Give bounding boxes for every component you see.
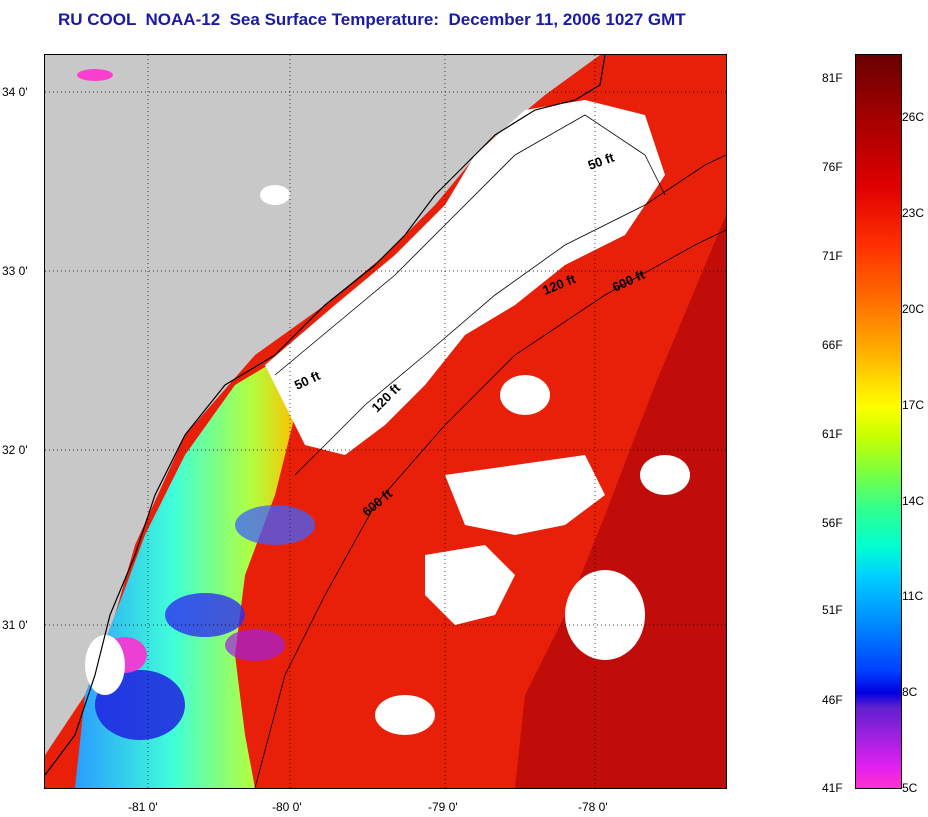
colorbar-c-20: 20C (902, 302, 925, 316)
colorbar-f-71: 71F (822, 249, 843, 263)
lat-label-33: 33 0' (2, 264, 28, 278)
lon-label-80: -80 0' (272, 800, 302, 814)
colorbar-c-23: 23C (902, 206, 925, 220)
temperature-colorbar (855, 54, 902, 789)
contour-50ft (274, 114, 666, 376)
lon-label-81: -81 0' (128, 800, 158, 814)
coastline (45, 55, 606, 776)
colorbar-c-5: 5C (902, 781, 918, 795)
lon-label-78: -78 0' (578, 800, 608, 814)
colorbar-f-46: 46F (822, 693, 843, 707)
sst-map[interactable]: 50 ft 120 ft 600 ft 50 ft 120 ft 600 ft (44, 54, 727, 789)
colorbar-f-41: 41F (822, 781, 843, 795)
lat-lon-grid (45, 55, 726, 788)
contour-120ft (294, 154, 726, 476)
colorbar-c-8: 8C (902, 685, 918, 699)
lon-label-79: -79 0' (428, 800, 458, 814)
colorbar-f-51: 51F (822, 603, 843, 617)
sst-map-canvas: 50 ft 120 ft 600 ft 50 ft 120 ft 600 ft (45, 55, 726, 788)
colorbar-f-66: 66F (822, 338, 843, 352)
contour-600ft (254, 229, 726, 788)
lat-label-32: 32 0' (2, 443, 28, 457)
colorbar-c-14: 14C (902, 494, 925, 508)
colorbar-c-11: 11C (902, 589, 924, 603)
colorbar-f-76: 76F (822, 160, 843, 174)
colorbar-f-56: 56F (822, 516, 843, 530)
lat-label-31: 31 0' (2, 618, 28, 632)
gulf-stream-band (515, 215, 726, 788)
cloud-cover (85, 100, 690, 735)
map-title: RU COOL NOAA-12 Sea Surface Temperature:… (58, 10, 686, 29)
colorbar-f-81: 81F (822, 71, 843, 85)
lat-label-34: 34 0' (2, 85, 28, 99)
colorbar-c-17: 17C (902, 398, 925, 412)
colorbar-f-61: 61F (822, 427, 843, 441)
colorbar-c-26: 26C (902, 110, 925, 124)
